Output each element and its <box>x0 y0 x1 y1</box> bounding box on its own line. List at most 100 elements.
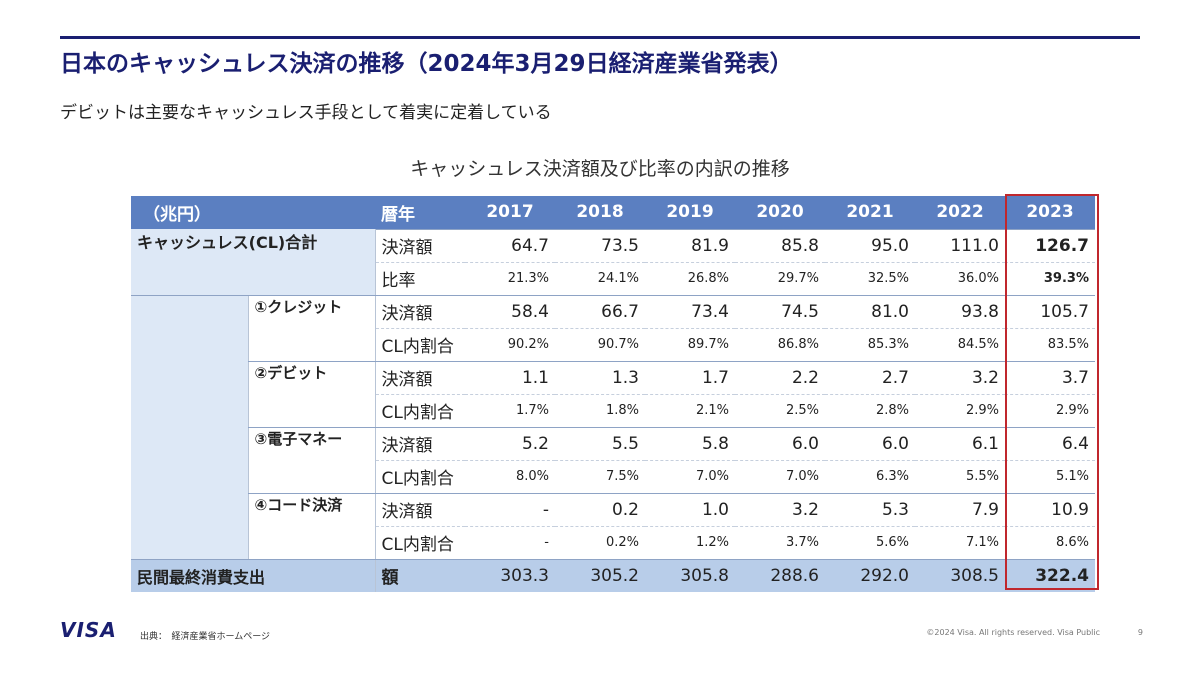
table-cell: - <box>465 525 555 560</box>
table-cell: 29.7% <box>735 261 825 296</box>
table-cell: 3.2 <box>915 360 1005 394</box>
debit-amount-row: ②デビット 決済額 1.1 1.3 1.7 2.2 2.7 3.2 3.7 <box>131 360 1095 394</box>
row-type-label: 額 <box>374 558 465 592</box>
table-cell: 1.7 <box>645 360 735 394</box>
table-cell: 305.8 <box>645 558 735 592</box>
category-fill <box>131 262 375 296</box>
slide-subtitle: デビットは主要なキャッシュレス手段として着実に定着している <box>60 103 552 123</box>
top-rule <box>60 36 1140 39</box>
table-cell: 322.4 <box>1005 558 1095 592</box>
table-cell: 36.0% <box>915 261 1005 296</box>
year-header: 2022 <box>915 196 1005 229</box>
table-cell: 2.1% <box>645 393 735 428</box>
table-cell: 73.5 <box>555 228 645 262</box>
table-cell: 6.0 <box>735 426 825 460</box>
table-cell: 64.7 <box>465 228 555 262</box>
table-cell: 1.2% <box>645 525 735 560</box>
table-cell: 8.6% <box>1005 525 1095 560</box>
credit-amount-row: ①クレジット 決済額 58.4 66.7 73.4 74.5 81.0 93.8… <box>131 294 1095 559</box>
row-type-label: CL内割合 <box>374 393 465 428</box>
row-type-label: 決済額 <box>374 294 465 328</box>
table-cell: 7.9 <box>915 492 1005 526</box>
table-cell: 6.3% <box>825 459 915 494</box>
credit-label: ①クレジット <box>247 294 375 328</box>
table-cell: 2.2 <box>735 360 825 394</box>
year-header: 2021 <box>825 196 915 229</box>
table-cell: 90.7% <box>555 327 645 362</box>
table-cell: 74.5 <box>735 294 825 328</box>
table-cell: 5.5% <box>915 459 1005 494</box>
table-cell: 83.5% <box>1005 327 1095 362</box>
slide-title: 日本のキャッシュレス決済の推移（2024年3月29日経済産業省発表） <box>60 51 793 77</box>
table-cell: 6.4 <box>1005 426 1095 460</box>
debit-share-row: CL内割合 1.7% 1.8% 2.1% 2.5% 2.8% 2.9% 2.9% <box>131 393 1095 428</box>
credit-share-row: CL内割合 90.2% 90.7% 89.7% 86.8% 85.3% 84.5… <box>131 327 1095 362</box>
table-cell: 90.2% <box>465 327 555 362</box>
table-cell: 1.0 <box>645 492 735 526</box>
table-cell: 0.2% <box>555 525 645 560</box>
table-cell: 3.7 <box>1005 360 1095 394</box>
table-cell: 3.7% <box>735 525 825 560</box>
sub-label-fill <box>247 526 375 560</box>
emoney-amount-row: ③電子マネー 決済額 5.2 5.5 5.8 6.0 6.0 6.1 6.4 <box>131 426 1095 460</box>
year-header: 2023 <box>1005 196 1095 229</box>
table-cell: 7.5% <box>555 459 645 494</box>
table-cell: 95.0 <box>825 228 915 262</box>
table-cell: 2.9% <box>915 393 1005 428</box>
table-cell: 5.6% <box>825 525 915 560</box>
debit-label: ②デビット <box>247 360 375 394</box>
row-type-label: CL内割合 <box>374 327 465 362</box>
table-cell: 5.2 <box>465 426 555 460</box>
sub-label-fill <box>247 328 375 362</box>
table-cell: 86.8% <box>735 327 825 362</box>
table-cell: 2.5% <box>735 393 825 428</box>
table-cell: 6.0 <box>825 426 915 460</box>
total-amount-row: キャッシュレス(CL)合計 決済額 64.7 73.5 81.9 85.8 95… <box>131 228 1095 262</box>
consumption-label: 民間最終消費支出 <box>131 558 375 592</box>
table-cell: 7.0% <box>735 459 825 494</box>
year-header: 2017 <box>465 196 555 229</box>
table-cell: 5.1% <box>1005 459 1095 494</box>
table-cell: 58.4 <box>465 294 555 328</box>
cashless-table: （兆円） 暦年 2017 2018 2019 2020 2021 2022 20… <box>131 196 1095 592</box>
unit-label: （兆円） <box>131 196 375 229</box>
code-payment-amount-row: ④コード決済 決済額 - 0.2 1.0 3.2 5.3 7.9 10.9 <box>131 492 1095 526</box>
table-cell: 111.0 <box>915 228 1005 262</box>
row-type-label: 決済額 <box>374 426 465 460</box>
category-fill <box>131 295 248 559</box>
year-header: 2020 <box>735 196 825 229</box>
header-row: （兆円） 暦年 2017 2018 2019 2020 2021 2022 20… <box>131 196 1095 229</box>
table-cell: 73.4 <box>645 294 735 328</box>
table-cell: 5.5 <box>555 426 645 460</box>
row-type-label: 決済額 <box>374 228 465 262</box>
table-cell: - <box>465 492 555 526</box>
table-cell: 3.2 <box>735 492 825 526</box>
table-cell: 2.8% <box>825 393 915 428</box>
table-cell: 21.3% <box>465 261 555 296</box>
table-cell: 2.7 <box>825 360 915 394</box>
table-cell: 66.7 <box>555 294 645 328</box>
table-cell: 81.0 <box>825 294 915 328</box>
consumption-row: 民間最終消費支出 額 303.3 305.2 305.8 288.6 292.0… <box>131 558 1095 592</box>
row-type-label: 比率 <box>374 261 465 296</box>
table-cell: 1.7% <box>465 393 555 428</box>
table-cell: 292.0 <box>825 558 915 592</box>
table-cell: 5.8 <box>645 426 735 460</box>
table-cell: 85.8 <box>735 228 825 262</box>
page-number: 9 <box>1137 628 1143 637</box>
sub-label-fill <box>247 460 375 494</box>
source-note: 出典： 経済産業省ホームページ <box>140 632 271 642</box>
table-cell: 85.3% <box>825 327 915 362</box>
table-title: キャッシュレス決済額及び比率の内訳の推移 <box>410 158 790 180</box>
year-label: 暦年 <box>375 196 465 229</box>
code-payment-share-row: CL内割合 - 0.2% 1.2% 3.7% 5.6% 7.1% 8.6% <box>131 525 1095 560</box>
row-type-label: 決済額 <box>374 492 465 526</box>
sub-label-fill <box>247 394 375 428</box>
year-header: 2018 <box>555 196 645 229</box>
table-cell: 89.7% <box>645 327 735 362</box>
year-header: 2019 <box>645 196 735 229</box>
table-cell: 5.3 <box>825 492 915 526</box>
table-cell: 39.3% <box>1005 261 1095 296</box>
table-cell: 1.1 <box>465 360 555 394</box>
table-cell: 0.2 <box>555 492 645 526</box>
